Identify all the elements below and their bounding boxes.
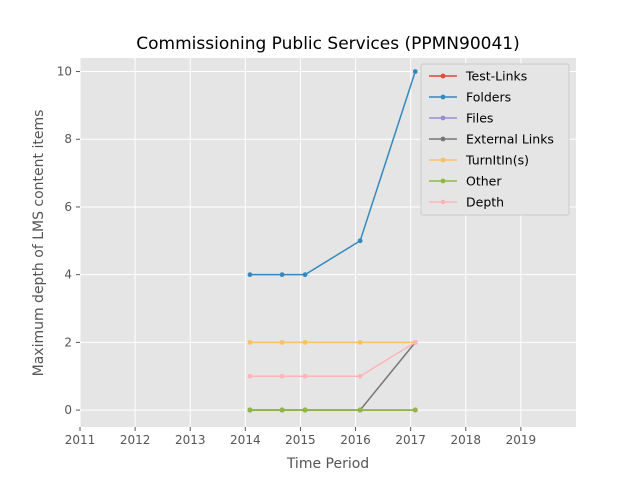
x-axis-label: Time Period — [286, 456, 369, 472]
data-point — [247, 272, 253, 278]
legend-item: Test-Links — [429, 69, 527, 84]
series-other — [247, 407, 418, 413]
x-tick-label: 2013 — [175, 433, 206, 447]
legend-marker — [440, 94, 446, 100]
data-point — [357, 339, 363, 345]
series-layer — [247, 69, 418, 413]
legend-item: External Links — [429, 132, 554, 147]
data-point — [412, 339, 418, 345]
legend-marker — [440, 136, 446, 142]
y-tick-label: 8 — [64, 132, 72, 146]
data-point — [247, 339, 253, 345]
x-tick-label: 2016 — [340, 433, 371, 447]
data-point — [302, 373, 308, 379]
x-tick-label: 2012 — [120, 433, 151, 447]
series-depth — [247, 339, 418, 379]
data-point — [247, 407, 253, 413]
y-tick-label: 0 — [64, 403, 72, 417]
x-tick-label: 2018 — [451, 433, 482, 447]
y-axis: 0 2 4 6 8 10 — [57, 65, 80, 417]
data-point — [279, 407, 285, 413]
y-tick-label: 4 — [64, 268, 72, 282]
legend-label: External Links — [466, 132, 554, 147]
legend-label: Folders — [466, 90, 511, 105]
x-tick-label: 2014 — [230, 433, 261, 447]
legend-label: Depth — [466, 195, 504, 210]
x-tick-label: 2019 — [506, 433, 537, 447]
y-tick-label: 2 — [64, 335, 72, 349]
x-tick-label: 2011 — [65, 433, 96, 447]
data-point — [302, 339, 308, 345]
legend-box — [420, 63, 570, 216]
legend-item: Folders — [429, 90, 511, 105]
data-point — [357, 407, 363, 413]
data-point — [279, 373, 285, 379]
legend-label: Files — [466, 111, 493, 126]
legend-item: TurnItIn(s) — [429, 153, 529, 168]
data-point — [302, 407, 308, 413]
data-point — [357, 373, 363, 379]
legend-label: Other — [466, 174, 502, 189]
legend-label: TurnItIn(s) — [465, 153, 529, 168]
legend-item: Files — [429, 111, 493, 126]
series-turnitin-s — [247, 339, 418, 345]
legend-item: Depth — [429, 195, 504, 210]
data-point — [412, 407, 418, 413]
y-tick-label: 10 — [57, 65, 72, 79]
series-folders — [247, 69, 418, 278]
y-tick-label: 6 — [64, 200, 72, 214]
legend-marker — [440, 73, 446, 79]
chart-title: Commissioning Public Services (PPMN90041… — [136, 34, 519, 54]
data-point — [279, 272, 285, 278]
legend: Test-Links Folders Files External Links Turn… — [420, 63, 570, 216]
legend-label: Test-Links — [465, 69, 527, 84]
y-axis-label: Maximum depth of LMS content items — [31, 110, 47, 377]
data-point — [302, 272, 308, 278]
data-point — [279, 339, 285, 345]
x-axis: 2011 2012 2013 2014 2015 2016 2017 2018 2019 — [65, 427, 536, 447]
legend-marker — [440, 178, 446, 184]
data-point — [247, 373, 253, 379]
data-point — [412, 69, 418, 74]
x-tick-label: 2015 — [285, 433, 316, 447]
legend-marker — [440, 157, 446, 163]
legend-marker — [440, 199, 446, 205]
legend-marker — [440, 115, 446, 121]
x-tick-label: 2017 — [395, 433, 426, 447]
data-point — [357, 238, 363, 244]
legend-item: Other — [429, 174, 502, 189]
